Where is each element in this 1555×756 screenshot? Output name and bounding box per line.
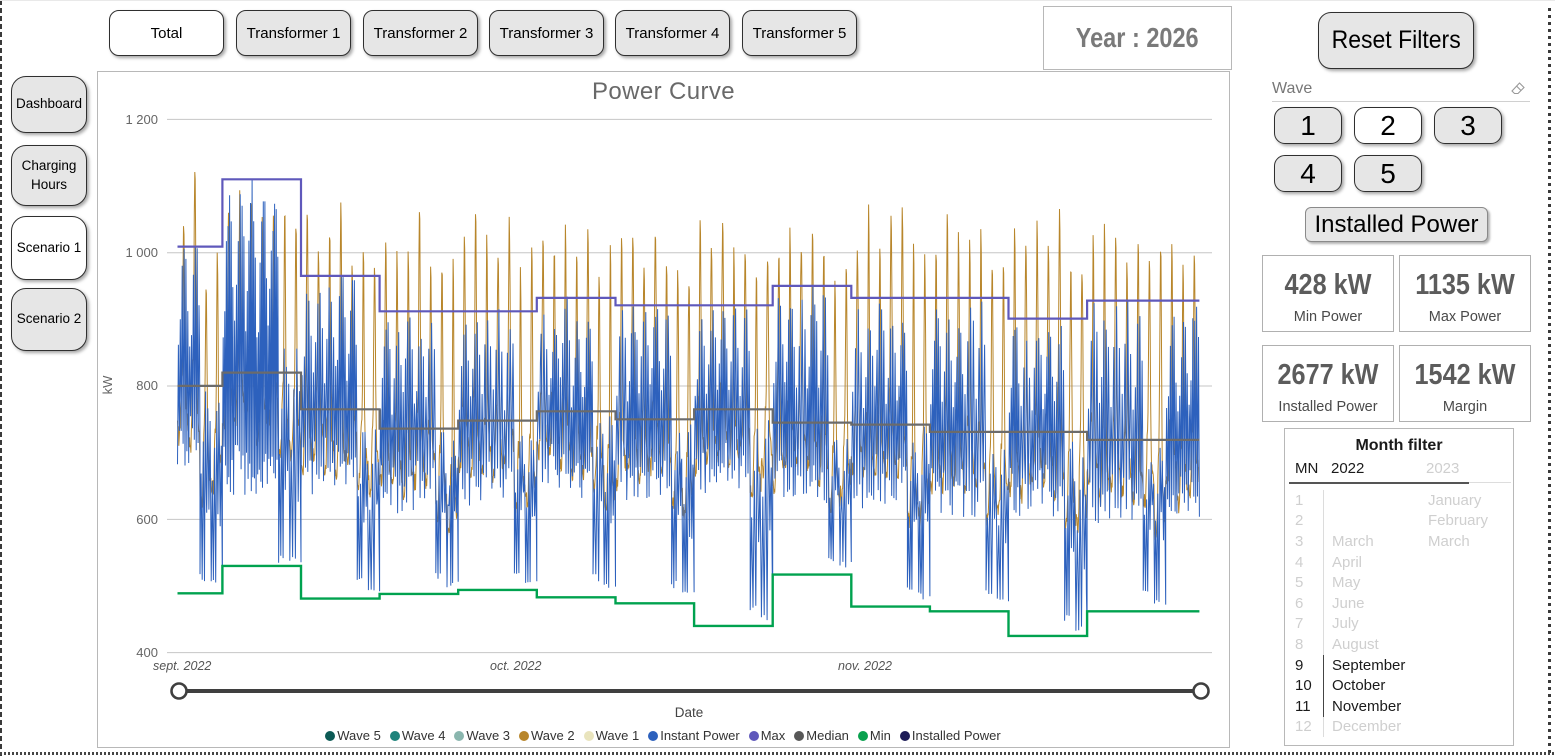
svg-text:Date: Date <box>675 705 704 720</box>
svg-text:1 000: 1 000 <box>125 245 158 260</box>
svg-text:oct. 2022: oct. 2022 <box>490 659 541 673</box>
svg-text:400: 400 <box>136 645 158 660</box>
svg-text:sept. 2022: sept. 2022 <box>153 659 211 673</box>
svg-text:nov. 2022: nov. 2022 <box>838 659 892 673</box>
svg-text:1 200: 1 200 <box>125 112 158 127</box>
svg-text:800: 800 <box>136 378 158 393</box>
svg-text:600: 600 <box>136 512 158 527</box>
svg-text:kW: kW <box>100 375 115 395</box>
